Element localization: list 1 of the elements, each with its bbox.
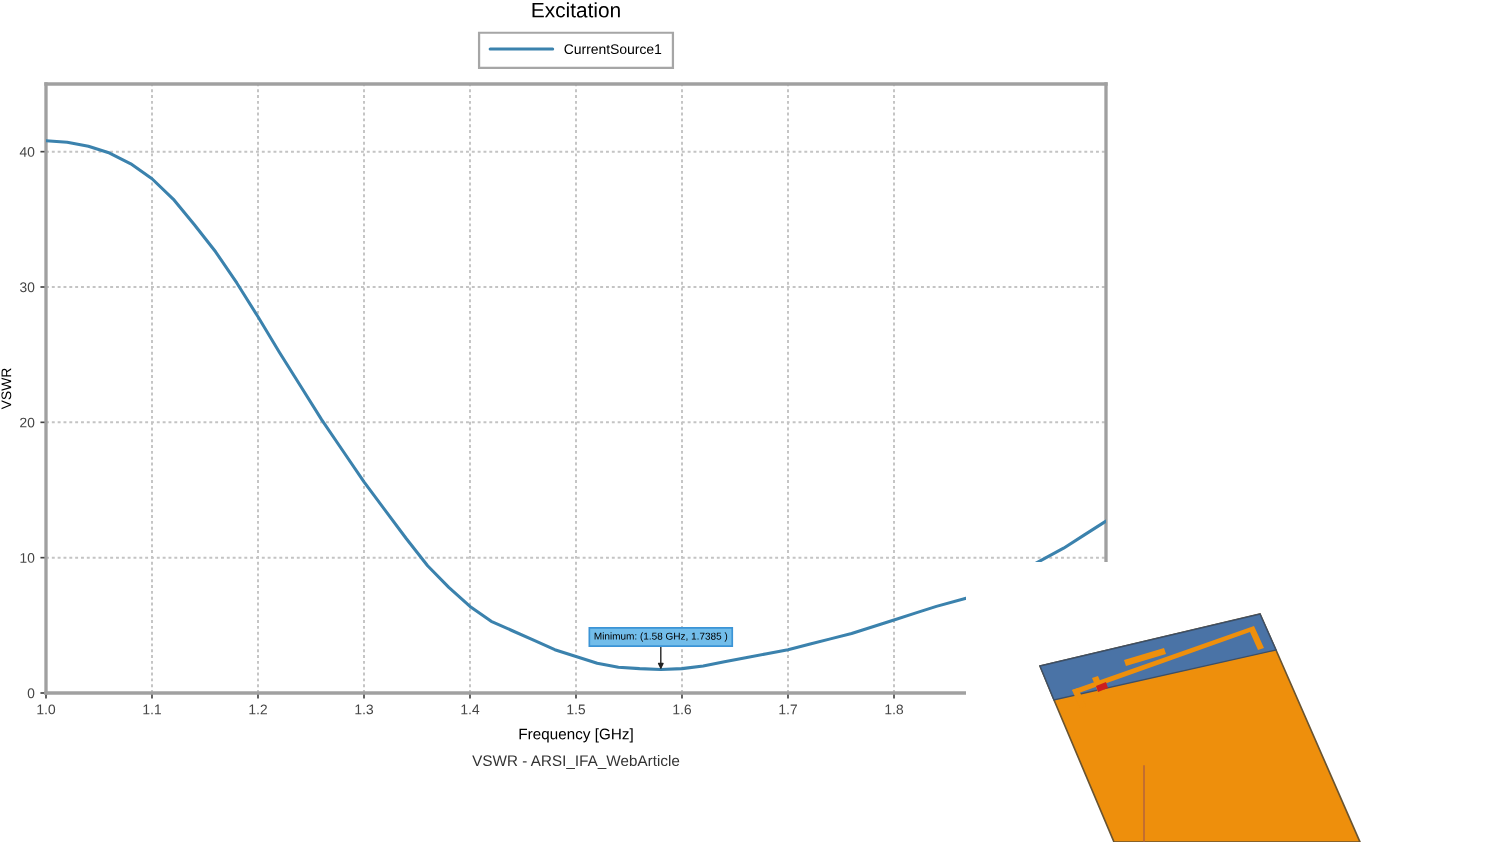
chart-title: Excitation — [532, 2, 620, 18]
